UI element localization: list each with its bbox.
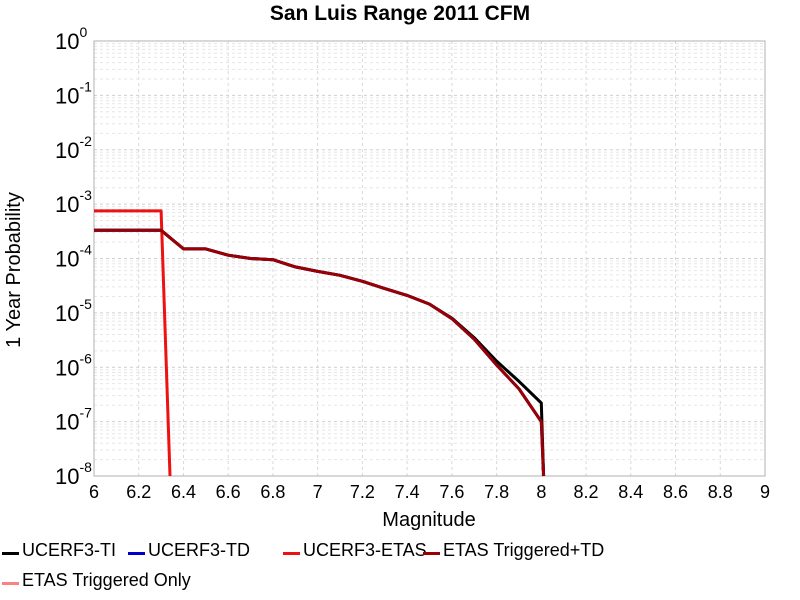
legend-label: ETAS Triggered+TD: [443, 540, 605, 560]
series-lines: [94, 209, 546, 477]
x-tick-label: 7.2: [350, 482, 375, 502]
legend-swatch: [423, 552, 440, 555]
x-axis-ticks: 6 6.2 6.4 6.6 6.8 7 7.2 7.4 7.6 7.8 8 8.2 8.4 8.6 8.8 9: [89, 482, 770, 502]
legend-swatch: [128, 552, 145, 555]
x-tick-label: 6: [89, 482, 99, 502]
series-line-ucerf3-etas: [94, 209, 172, 477]
y-tick-label: 10-6: [55, 350, 92, 380]
y-tick-label: 10-2: [55, 133, 92, 163]
x-axis-label: Magnitude: [382, 509, 475, 531]
y-tick-label: 10-3: [55, 187, 92, 217]
y-axis-ticks: 100 10-1 10-2 10-3 10-4 10-5 10-6 10-7 10-8: [55, 24, 92, 489]
x-tick-label: 9: [760, 482, 770, 502]
y-tick-label: 10-5: [55, 296, 92, 326]
legend-swatch: [2, 582, 19, 585]
series-line-etas-triggered-td: [94, 228, 546, 477]
x-tick-label: 6.2: [126, 482, 151, 502]
legend: UCERF3-TI UCERF3-TD UCERF3-ETAS ETAS Trigge…: [0, 536, 800, 600]
legend-swatch: [283, 552, 300, 555]
legend-item: UCERF3-TI: [2, 540, 116, 561]
grid: [93, 41, 766, 477]
x-tick-label: 6.6: [216, 482, 241, 502]
x-tick-label: 7.4: [395, 482, 420, 502]
y-tick-label: 100: [55, 24, 87, 54]
legend-label: ETAS Triggered Only: [22, 570, 191, 590]
legend-swatch: [2, 552, 19, 555]
legend-item: ETAS Triggered+TD: [423, 540, 604, 561]
y-tick-label: 10-1: [55, 78, 92, 108]
x-tick-label: 7: [313, 482, 323, 502]
x-tick-label: 6.4: [171, 482, 196, 502]
x-tick-label: 8.6: [663, 482, 688, 502]
x-tick-label: 8.2: [574, 482, 599, 502]
chart-title: San Luis Range 2011 CFM: [270, 2, 530, 25]
x-tick-label: 7.8: [484, 482, 509, 502]
legend-label: UCERF3-ETAS: [303, 540, 427, 560]
x-tick-label: 8: [536, 482, 546, 502]
plot-area: [93, 40, 766, 477]
x-tick-label: 8.4: [618, 482, 643, 502]
legend-item: UCERF3-TD: [128, 540, 250, 561]
y-tick-label: 10-8: [55, 459, 92, 489]
legend-item: UCERF3-ETAS: [283, 540, 427, 561]
x-tick-label: 8.8: [708, 482, 733, 502]
x-tick-label: 7.6: [439, 482, 464, 502]
y-tick-label: 10-7: [55, 405, 92, 435]
x-tick-label: 6.8: [260, 482, 285, 502]
y-tick-label: 10-4: [55, 242, 92, 272]
legend-item: ETAS Triggered Only: [2, 570, 191, 591]
legend-label: UCERF3-TD: [148, 540, 250, 560]
y-axis-label: 1 Year Probability: [3, 192, 25, 348]
legend-label: UCERF3-TI: [22, 540, 116, 560]
